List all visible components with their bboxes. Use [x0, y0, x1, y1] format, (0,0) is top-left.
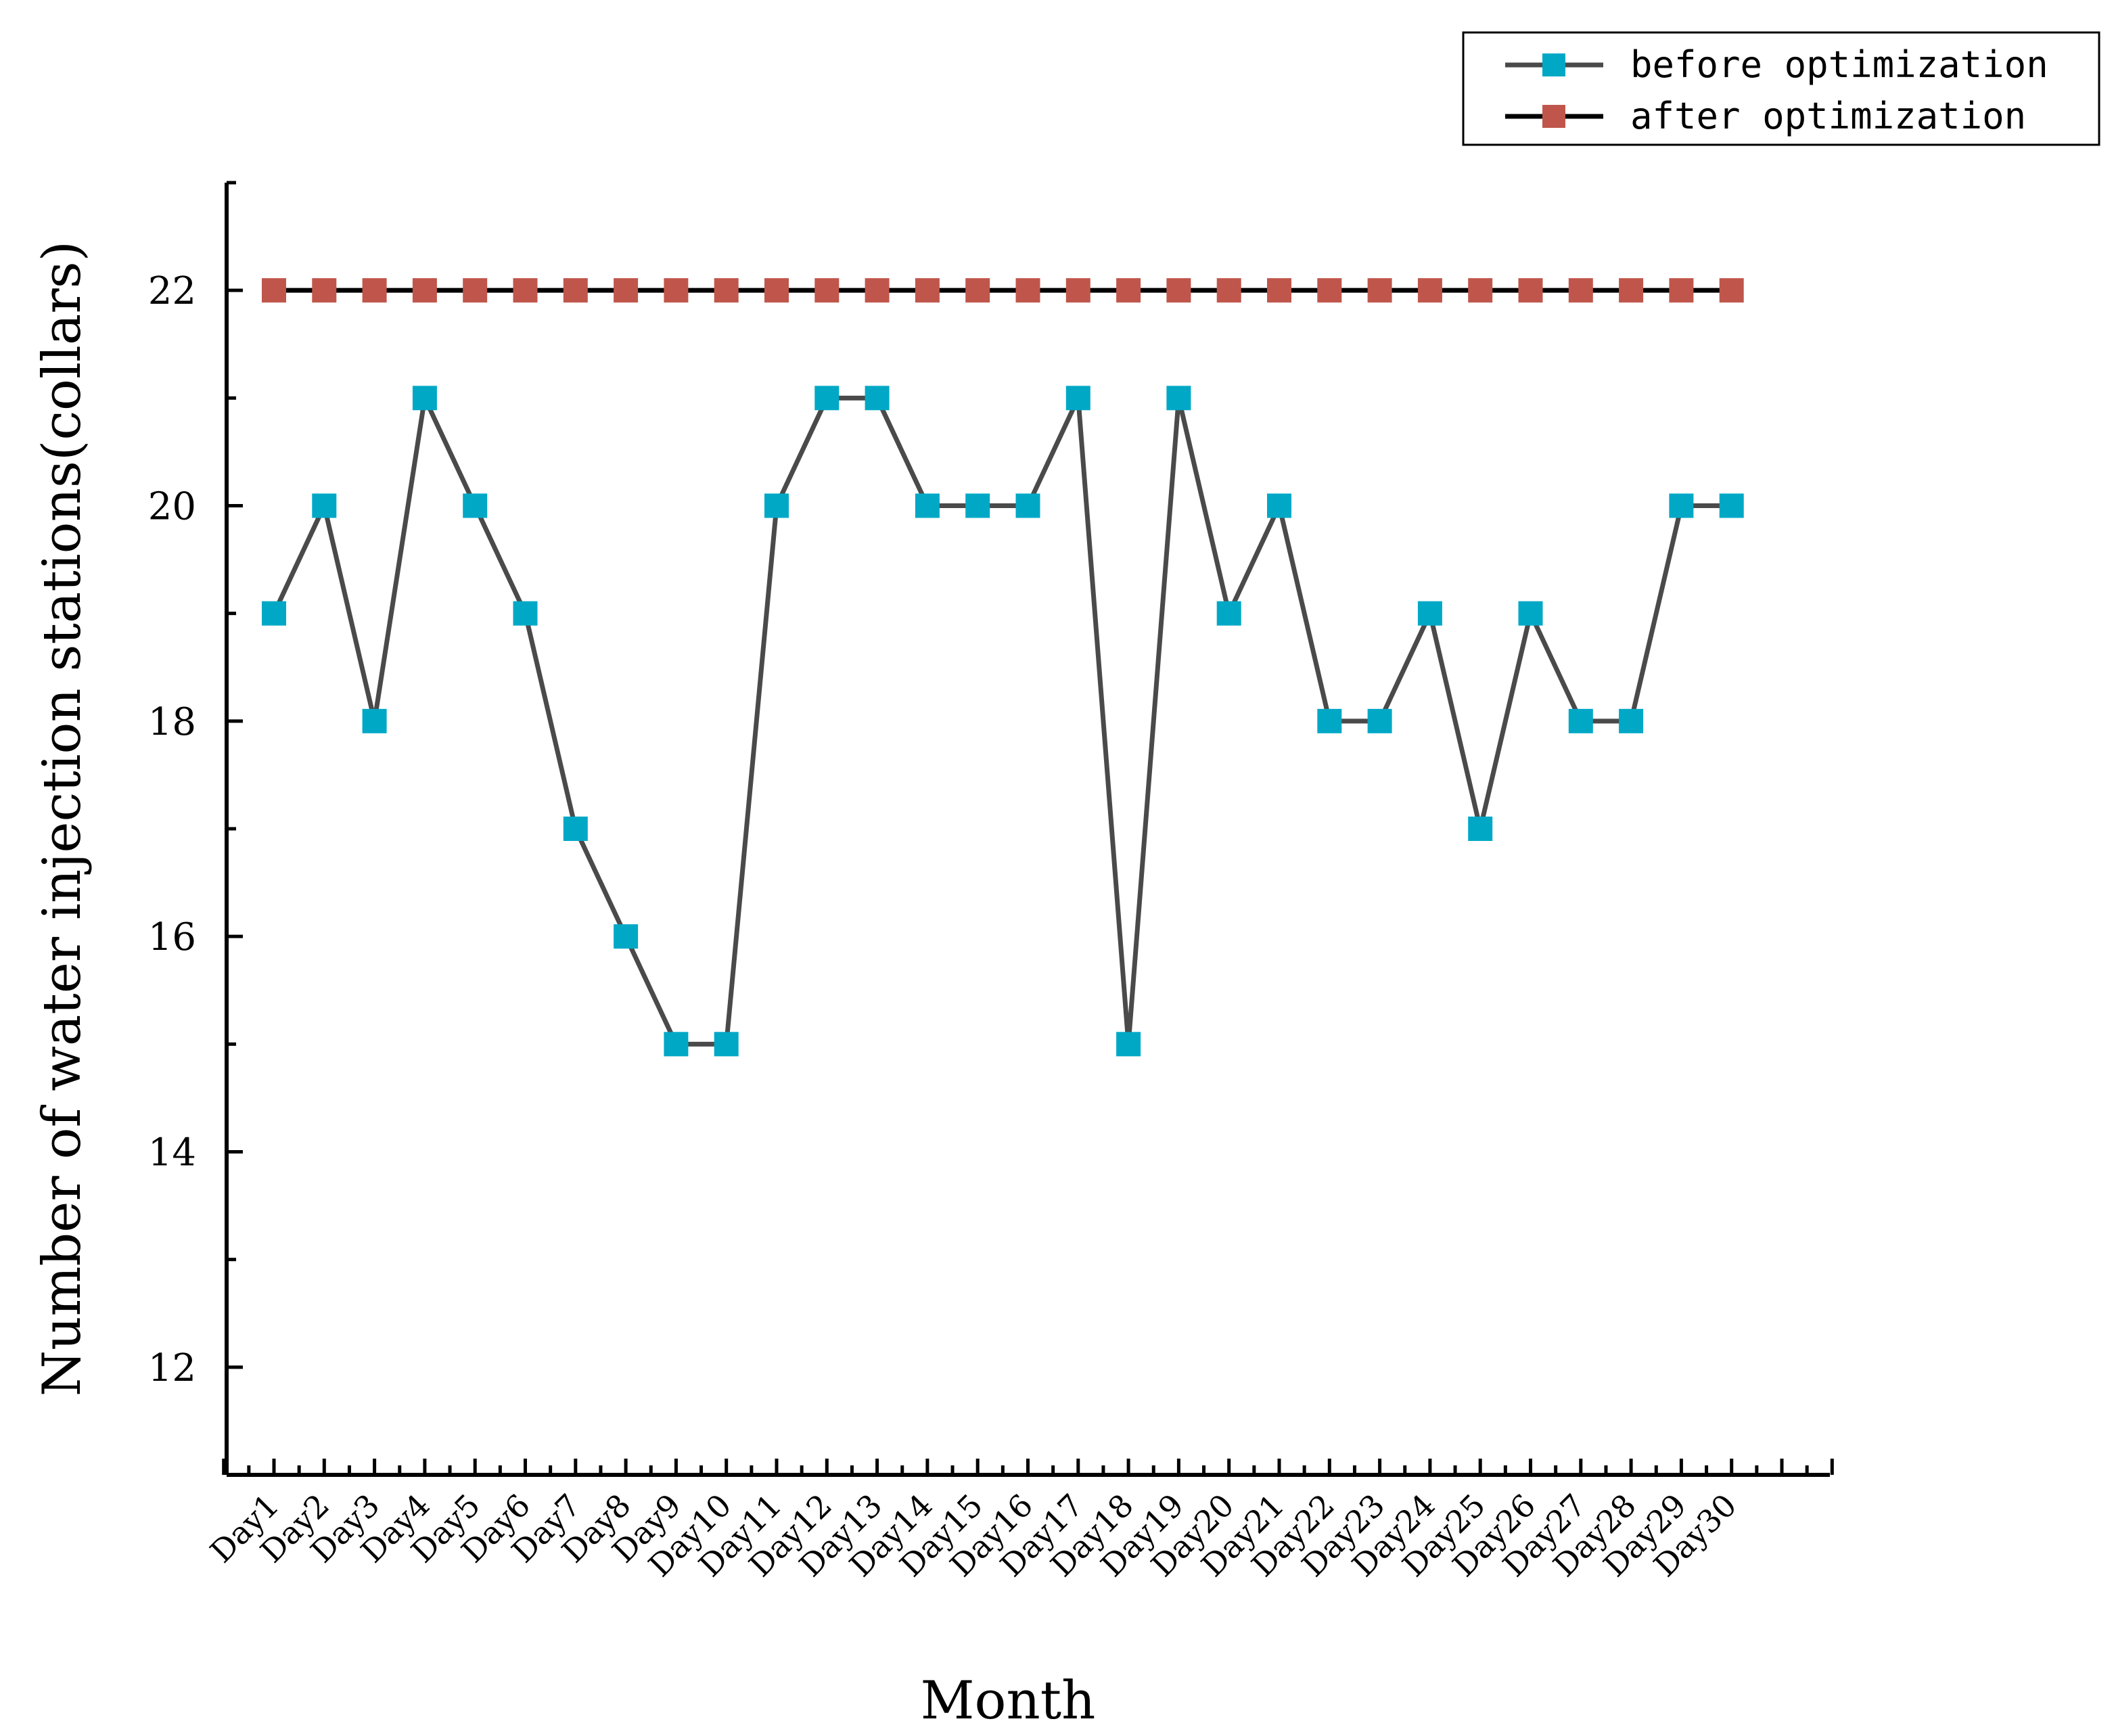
legend: before optimization after optimization: [1462, 31, 2100, 146]
legend-marker-after: [1542, 105, 1565, 128]
series-after-point: [1669, 278, 1694, 303]
y-tick-label: 12: [148, 1346, 196, 1390]
series-before-point: [1116, 1032, 1141, 1057]
series-after-point: [513, 278, 538, 303]
series-after-point: [1619, 278, 1644, 303]
series-lines: [271, 288, 1732, 1047]
series-after-point: [614, 278, 639, 303]
series-before-point: [1669, 493, 1694, 518]
series-after-point: [1267, 278, 1291, 303]
series-after-point: [664, 278, 689, 303]
series-after-point: [865, 278, 890, 303]
series-after-point: [1065, 278, 1090, 303]
y-axis-ticks: 12 14 16 18 20 22: [148, 181, 243, 1477]
series-after-point: [1468, 278, 1493, 303]
series-before-point: [262, 601, 286, 626]
series-after-point: [563, 278, 588, 303]
series-after-point: [1568, 278, 1593, 303]
series-before-point: [312, 493, 337, 518]
legend-box: [1462, 31, 2100, 146]
series-after-point: [262, 278, 286, 303]
series-before-point: [865, 386, 890, 411]
series-before-point: [915, 493, 940, 518]
axes: [225, 183, 1830, 1477]
series-before-point: [1216, 601, 1241, 626]
x-axis-title: Month: [921, 1670, 1096, 1731]
y-tick-label: 22: [148, 269, 196, 313]
series-before-point: [1568, 708, 1593, 733]
legend-label-after: after optimization: [1630, 95, 2026, 137]
series-after-point: [1417, 278, 1442, 303]
series-before-point: [1417, 601, 1442, 626]
series-before-point: [764, 493, 789, 518]
series-before-point: [1367, 708, 1392, 733]
series-before-point: [1065, 386, 1090, 411]
series-before-point: [664, 1032, 689, 1057]
series-before-point: [1166, 386, 1191, 411]
series-before-point: [563, 817, 588, 841]
series-before-point: [1468, 817, 1493, 841]
y-tick-label: 16: [148, 915, 196, 959]
series-before-point: [965, 493, 990, 518]
series-before-line: [271, 395, 1732, 1047]
series-before-point: [463, 493, 488, 518]
legend-marker-before: [1542, 53, 1565, 76]
series-after-point: [814, 278, 840, 303]
series-after-point: [764, 278, 789, 303]
series-before-point: [1317, 708, 1342, 733]
legend-label-before: before optimization: [1630, 43, 2048, 86]
series-before-point: [1518, 601, 1543, 626]
series-after-point: [312, 278, 337, 303]
series-before-point: [513, 601, 538, 626]
series-after-point: [1317, 278, 1342, 303]
series-after-point: [463, 278, 488, 303]
series-after-point: [1518, 278, 1543, 303]
series-after-point: [362, 278, 387, 303]
y-tick-label: 14: [148, 1131, 196, 1175]
series-before-point: [362, 708, 387, 733]
series-after-point: [1015, 278, 1040, 303]
series-after-point: [1719, 278, 1744, 303]
y-tick-label: 20: [148, 485, 196, 529]
series-before-point: [1719, 493, 1744, 518]
series-after-point: [1166, 278, 1191, 303]
series-after-point: [1367, 278, 1392, 303]
series-before-point: [1619, 708, 1644, 733]
series-before-point: [412, 386, 437, 411]
series-after-point: [965, 278, 990, 303]
y-axis-title: Number of water injection stations(colla…: [32, 241, 93, 1396]
series-markers: [262, 278, 1744, 1057]
series-before-point: [814, 386, 840, 411]
series-after-point: [1216, 278, 1241, 303]
series-after-point: [915, 278, 940, 303]
series-after-point: [1116, 278, 1141, 303]
series-before-point: [1267, 493, 1291, 518]
series-before-point: [614, 924, 639, 949]
y-tick-label: 18: [148, 700, 196, 744]
series-after-point: [714, 278, 739, 303]
series-before-point: [714, 1032, 739, 1057]
series-before-point: [1015, 493, 1040, 518]
x-axis-ticks: Day1Day2Day3Day4Day5Day6Day7Day8Day9Day1…: [203, 1459, 1834, 1584]
series-after-point: [412, 278, 437, 303]
